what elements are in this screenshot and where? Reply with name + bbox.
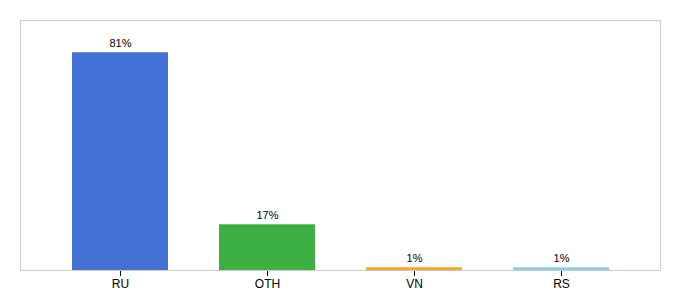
svg-text:OTH: OTH — [255, 277, 280, 291]
svg-text:1%: 1% — [554, 252, 570, 264]
svg-text:VN: VN — [406, 277, 423, 291]
svg-text:RS: RS — [553, 277, 570, 291]
svg-text:17%: 17% — [256, 209, 278, 221]
svg-text:RU: RU — [112, 277, 129, 291]
svg-text:1%: 1% — [407, 252, 423, 264]
svg-text:81%: 81% — [109, 37, 131, 49]
